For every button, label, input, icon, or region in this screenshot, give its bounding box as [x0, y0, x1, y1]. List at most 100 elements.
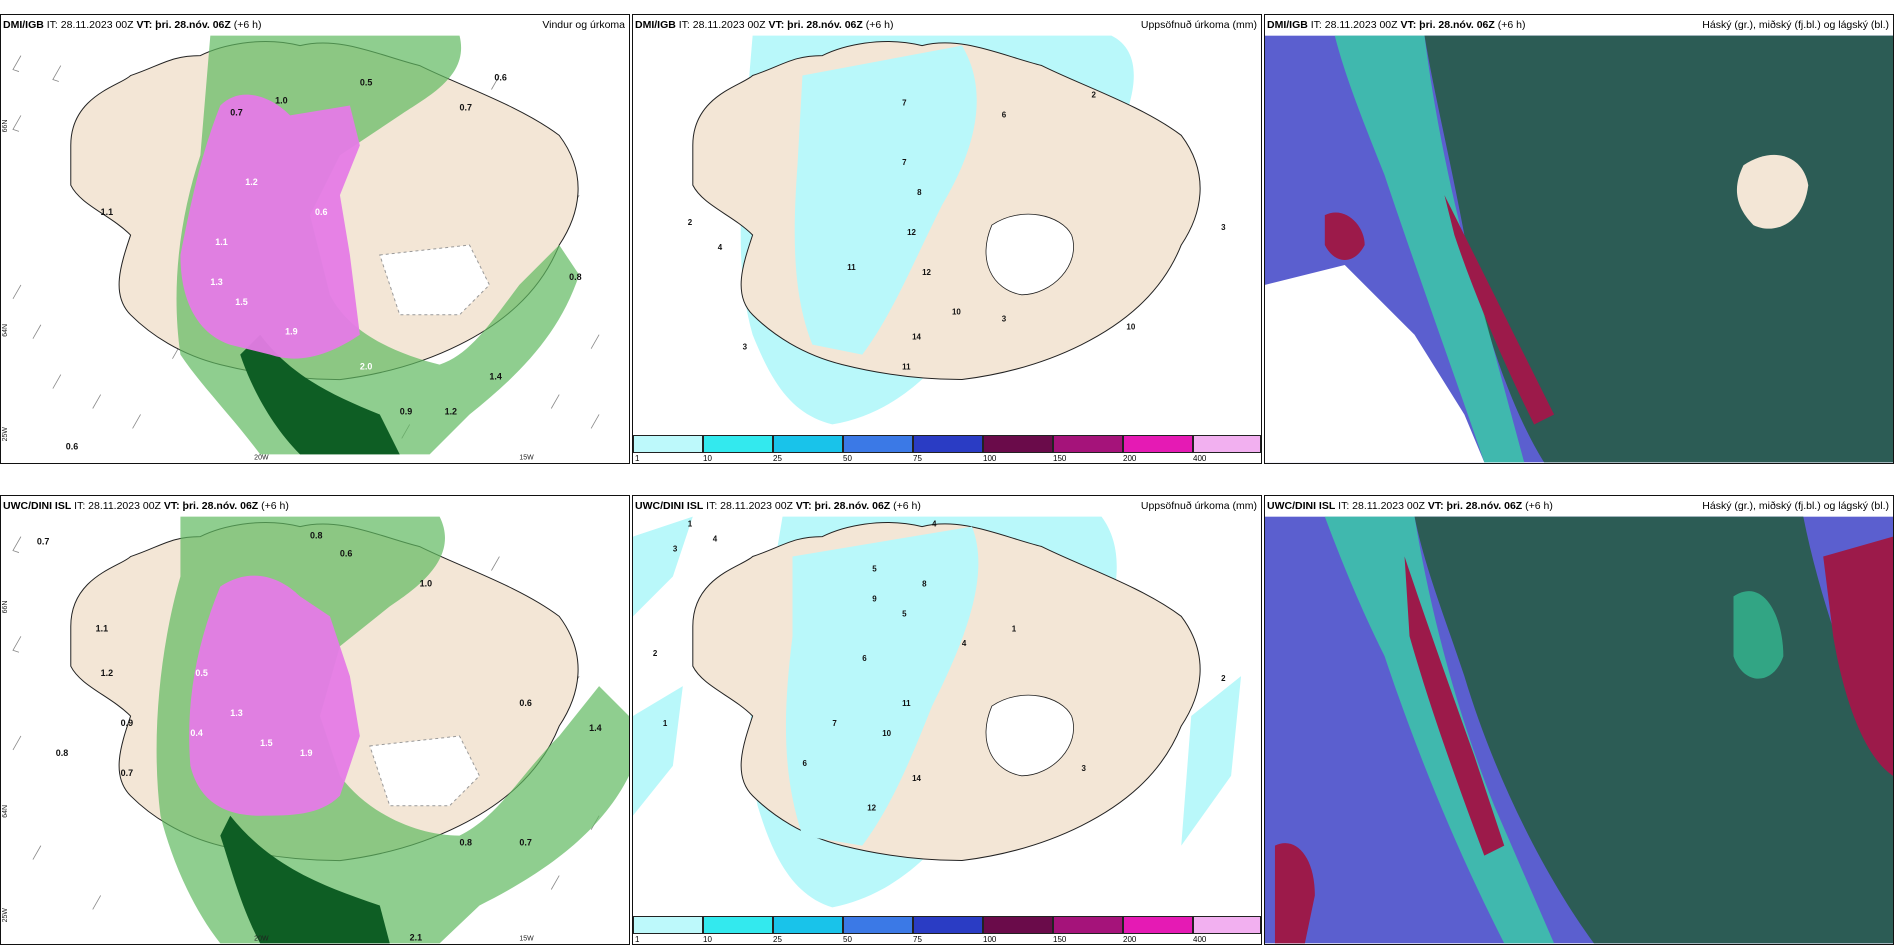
colorbar-swatch: [633, 435, 703, 453]
accum-value: 7: [902, 158, 907, 167]
accum-value: 8: [922, 579, 927, 588]
cloud-red-blob-sw: [1274, 843, 1315, 944]
accum-value: 12: [922, 268, 931, 277]
colorbar-swatch: [983, 435, 1053, 453]
accum-value: 3: [1221, 223, 1226, 232]
lead-label: (+6 h): [1525, 500, 1553, 512]
lead-label: (+6 h): [261, 500, 289, 512]
precip-value: 2.0: [360, 362, 372, 372]
precip-pink-area: [189, 575, 360, 816]
source-label: DMI/IGB: [1267, 19, 1308, 31]
colorbar: 1 10 25 50 75 100 150 200 400: [633, 435, 1261, 463]
colorbar-tick: 150: [1053, 935, 1067, 944]
lead-label: (+6 h): [1497, 19, 1526, 31]
map-canvas: 0.5 0.7 1.0 1.2 1.1 0.6 1.3 1.5 1.9 2.0 …: [2, 35, 600, 461]
colorbar-tick: 150: [1053, 454, 1067, 463]
cyan-streaks-west: [633, 516, 693, 816]
panel-header: DMI/IGB IT: 28.11.2023 00Z VT: þri. 28.n…: [1, 15, 629, 35]
accum-value: 6: [862, 654, 867, 663]
colorbar-tick: 1: [635, 454, 640, 463]
precip-value: 0.8: [460, 838, 472, 848]
colorbar-swatch: [913, 916, 983, 934]
cloud-mint-band: [1334, 35, 1525, 463]
cyan-precip-over-land: [794, 45, 977, 355]
source-label: UWC/DINI ISL: [3, 500, 72, 512]
lat-label: 66N: [2, 601, 9, 614]
precip-value: 0.6: [315, 207, 327, 217]
accum-value: 5: [872, 564, 877, 573]
precip-value: 1.9: [285, 327, 297, 337]
precip-value: 1.1: [101, 207, 113, 217]
accum-value: 4: [718, 243, 723, 252]
cyan-streaks-east: [1181, 676, 1242, 846]
source-label: DMI/IGB: [635, 19, 676, 31]
panel-header: UWC/DINI ISL IT: 28.11.2023 00Z VT: þri.…: [1265, 496, 1893, 516]
source-label: UWC/DINI ISL: [1267, 500, 1336, 512]
precip-value: 0.5: [360, 78, 372, 88]
colorbar-tick: 25: [773, 454, 782, 463]
precip-value: 0.8: [310, 531, 322, 541]
accum-value: 3: [1082, 764, 1087, 773]
colorbar-tick: 75: [913, 454, 922, 463]
accum-value: 3: [1002, 315, 1007, 324]
accum-value: 10: [952, 308, 961, 317]
cloud-red-band-west: [1404, 556, 1505, 856]
panel-header: DMI/IGB IT: 28.11.2023 00Z VT: þri. 28.n…: [1265, 15, 1893, 35]
colorbar-swatch: [913, 435, 983, 453]
lat-label: 64N: [2, 805, 9, 818]
precip-pink-area: [180, 94, 360, 359]
colorbar-swatch: [843, 435, 913, 453]
accum-value: 12: [867, 804, 876, 813]
accum-value: 2: [653, 649, 658, 658]
colorbar-swatch: [703, 916, 773, 934]
lon-label: 20W: [254, 935, 269, 942]
colorbar-tick: 10: [703, 454, 712, 463]
cloud-red-band: [1444, 195, 1555, 425]
hatched-area: [369, 735, 481, 807]
panel-dmi-wind-precip: DMI/IGB IT: 28.11.2023 00Z VT: þri. 28.n…: [0, 14, 630, 464]
colorbar-tick: 10: [703, 935, 712, 944]
accum-value: 11: [902, 363, 911, 372]
precip-dark-area: [240, 334, 400, 455]
accum-value: 1: [688, 520, 693, 529]
accum-value: 5: [902, 609, 907, 618]
precip-value: 0.7: [37, 537, 49, 547]
precip-value: 1.1: [215, 237, 227, 247]
vt-label: VT: þri. 28.nóv. 06Z: [1427, 500, 1523, 512]
vt-label: VT: þri. 28.nóv. 06Z: [1400, 19, 1495, 31]
colorbar-tick: 100: [983, 454, 997, 463]
colorbar-swatch: [633, 916, 703, 934]
product-title: Uppsöfnuð úrkoma (mm): [1140, 500, 1257, 512]
accum-value: 12: [907, 228, 916, 237]
accum-value: 8: [917, 188, 922, 197]
colorbar-swatch: [1193, 435, 1261, 453]
lead-label: (+6 h): [865, 19, 894, 31]
accum-value: 1: [663, 719, 668, 728]
product-title: Vindur og úrkoma: [542, 19, 625, 31]
map-canvas: 0.7 0.8 0.6 1.0 1.1 0.9 1.2 0.5 1.3 1.5 …: [2, 516, 629, 944]
product-title: Uppsöfnuð úrkoma (mm): [1140, 19, 1257, 31]
panel-dmi-accum-precip: DMI/IGB IT: 28.11.2023 00Z VT: þri. 28.n…: [632, 14, 1262, 464]
cloud-dark-band: [1424, 35, 1893, 463]
panel-dini-accum-precip: UWC/DINI ISL IT: 28.11.2023 00Z VT: þri.…: [632, 495, 1262, 945]
accum-value: 3: [673, 545, 678, 554]
accum-value: 4: [932, 520, 937, 529]
precip-value: 0.6: [519, 698, 531, 708]
it-label: IT: 28.11.2023 00Z: [46, 19, 134, 31]
accum-value: 4: [713, 535, 718, 544]
it-label: IT: 28.11.2023 00Z: [1310, 19, 1398, 31]
precip-value: 1.5: [260, 738, 272, 748]
precip-value: 1.2: [445, 406, 457, 416]
colorbar-tick: 25: [773, 935, 782, 944]
cloud-red-east: [1823, 536, 1893, 776]
precip-value: 1.0: [275, 95, 287, 105]
precip-value: 0.6: [66, 441, 78, 451]
accum-value: 6: [802, 759, 807, 768]
accum-value: 9: [872, 594, 877, 603]
source-label: DMI/IGB: [3, 19, 44, 31]
colorbar: 1 10 25 50 75 100 150 200 400: [633, 916, 1261, 944]
vt-label: VT: þri. 28.nóv. 06Z: [136, 19, 231, 31]
panel-dmi-clouds: DMI/IGB IT: 28.11.2023 00Z VT: þri. 28.n…: [1264, 14, 1894, 464]
precip-value: 0.8: [56, 748, 68, 758]
precip-value: 0.9: [400, 406, 412, 416]
